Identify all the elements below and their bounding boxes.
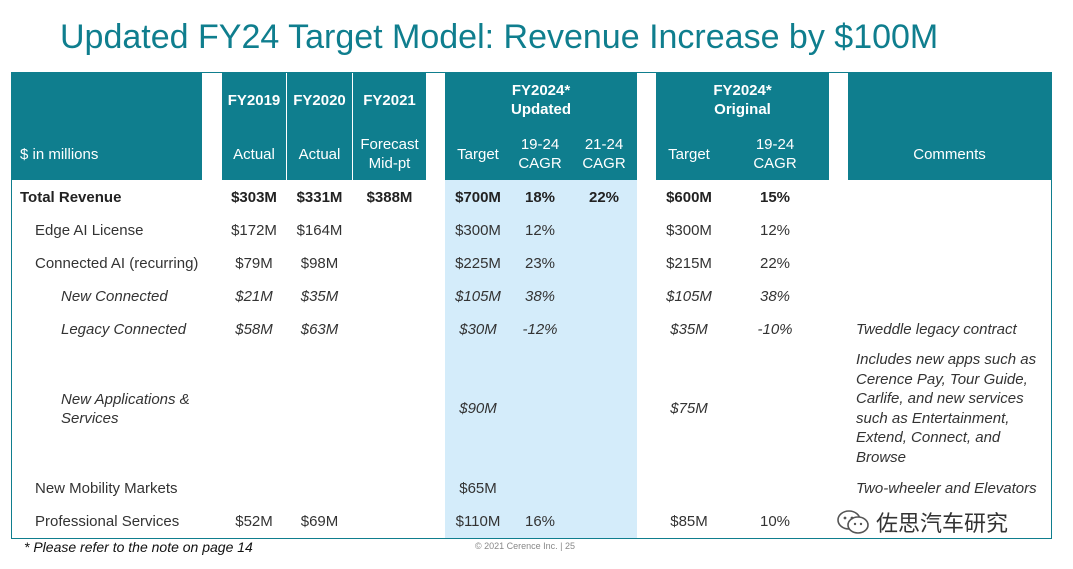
row-label-total-revenue: Total Revenue [20,189,122,206]
cell-connected-orig-target: $215M [666,255,712,272]
cell-legacy-cagr1924: -12% [522,321,558,338]
row-label-new-connected: New Connected [61,288,168,305]
forecast-label: Forecast Mid-pt [360,136,419,172]
row-label-new-mobility: New Mobility Markets [35,480,178,497]
cagr-19-24-updated-label: 19-24 CAGR [518,136,562,172]
cell-edge-fy19: $172M [231,222,277,239]
cell-legacy-target: $30M [459,321,497,338]
cagr-21-24-updated-label: 21-24 CAGR [582,136,626,172]
cell-total-orig-target: $600M [666,189,712,206]
cell-newconn-orig-target: $105M [666,288,712,305]
cell-newconn-fy19: $21M [235,288,273,305]
fy2021-label: FY2021 [363,92,416,109]
cell-legacy-fy20: $63M [300,321,339,338]
copyright: © 2021 Cerence Inc. | 25 [475,541,576,551]
cell-edge-orig-target: $300M [666,222,712,239]
cell-edge-orig-cagr: 12% [759,222,791,239]
cell-newapps-orig-target: $75M [670,400,708,417]
header-label-column: $ in millions [12,73,202,180]
actual-2019-label: Actual [233,146,275,163]
fy2024-original-label: FY2024* Original [713,82,772,118]
cell-newconn-target: $105M [455,288,501,305]
cell-prof-orig-target: $85M [670,513,708,530]
actual-2020-label: Actual [298,146,341,163]
header-fy2024-original: FY2024* Original Target 19-24 CAGR [656,73,829,180]
cagr-19-24-original-label: 19-24 CAGR [753,136,797,172]
row-label-new-applications: New Applications & Services [61,391,190,427]
cell-newconn-fy20: $35M [300,288,339,305]
cell-total-fy21: $388M [366,189,413,206]
cell-newapps-target: $90M [459,400,497,417]
target-updated-label: Target [457,146,499,163]
cell-newconn-orig-cagr: 38% [759,288,791,305]
cell-connected-fy19: $79M [235,255,273,272]
cell-edge-fy20: $164M [296,222,343,239]
target-original-label: Target [668,146,710,163]
cell-prof-cagr1924: 16% [524,513,556,530]
fy2024-updated-label: FY2024* Updated [511,82,571,118]
header-fy2019: FY2019 Actual [222,73,286,180]
comment-new-mobility: Two-wheeler and Elevators [856,480,1037,497]
fy2024-updated-highlight [445,180,637,538]
cell-connected-fy20: $98M [300,255,339,272]
row-label-legacy-connected: Legacy Connected [61,321,187,338]
cell-newconn-cagr1924: 38% [524,288,556,305]
cell-prof-target: $110M [455,513,501,530]
cell-total-cagr1924: 18% [524,189,556,206]
fy2019-label: FY2019 [227,92,281,109]
footnote: * Please refer to the note on page 14 [24,539,253,555]
cell-total-fy20: $331M [296,189,343,206]
cell-connected-cagr1924: 23% [524,255,556,272]
cell-connected-orig-cagr: 22% [759,255,791,272]
row-label-professional-services: Professional Services [35,513,180,530]
table-frame [11,72,1052,539]
cell-mobility-target: $65M [459,480,497,497]
row-label-edge-ai: Edge AI License [35,222,144,239]
cell-edge-target: $300M [455,222,501,239]
watermark-text: 佐思汽车研究 [876,511,1009,536]
cell-prof-fy19: $52M [235,513,273,530]
units-label: $ in millions [20,146,99,163]
cell-total-cagr2124: 22% [588,189,620,206]
cell-legacy-fy19: $58M [235,321,273,338]
header-fy2024-updated: FY2024* Updated Target 19-24 CAGR 21-24 … [445,73,637,180]
comment-new-applications: Includes new apps such as Cerence Pay, T… [856,351,1037,466]
comment-legacy: Tweddle legacy contract [856,321,1017,338]
cell-prof-orig-cagr: 10% [759,513,791,530]
row-label-connected-ai: Connected AI (recurring) [35,255,199,272]
cell-legacy-orig-target: $35M [670,321,708,338]
fy2020-label: FY2020 [293,92,346,109]
cell-legacy-orig-cagr: -10% [757,321,793,338]
watermark: 佐思汽车研究 [836,506,1008,538]
page-title: Updated FY24 Target Model: Revenue Incre… [60,18,939,56]
wechat-icon [837,510,869,534]
cell-total-fy19: $303M [231,189,277,206]
header-comments: Comments [848,73,1051,180]
cell-edge-cagr1924: 12% [524,222,556,239]
cell-connected-target: $225M [455,255,501,272]
cell-total-orig-cagr: 15% [759,189,791,206]
cell-prof-fy20: $69M [300,513,339,530]
header-fy2021: FY2021 Forecast Mid-pt [353,73,426,180]
comments-label: Comments [913,146,986,163]
cell-total-target: $700M [455,189,501,206]
header-fy2020: FY2020 Actual [287,73,352,180]
